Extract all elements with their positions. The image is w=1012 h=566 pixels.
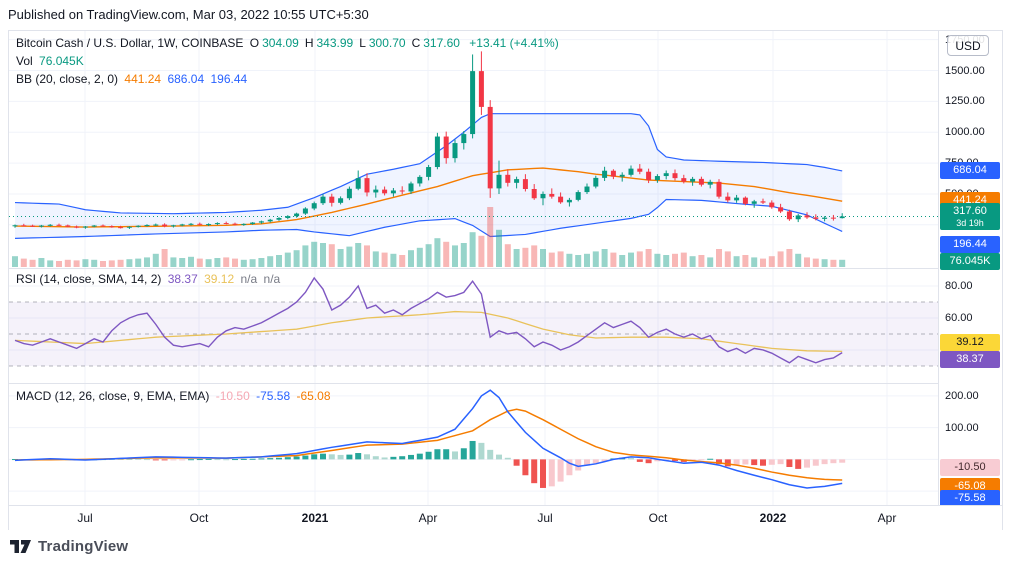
axis-badge: 39.12 xyxy=(940,334,1000,352)
low-value: 300.70 xyxy=(368,36,406,50)
volume-legend[interactable]: Vol 76.045K xyxy=(16,54,87,68)
rsi-value: 38.37 xyxy=(167,272,198,286)
time-axis-label: Apr xyxy=(877,511,897,525)
time-axis-label: Oct xyxy=(648,511,668,525)
close-value: 317.60 xyxy=(423,36,460,50)
macd-line-value: -75.58 xyxy=(256,389,291,403)
close-label: C xyxy=(411,36,421,50)
price-axis[interactable]: 1750.001500.001250.001000.00750.00500.00… xyxy=(938,31,1002,505)
rsi-sma-value: 39.12 xyxy=(204,272,235,286)
axis-badge: -10.50 xyxy=(940,458,1000,476)
chart-widget: Bitcoin Cash / U.S. Dollar, 1W, COINBASE… xyxy=(8,30,1003,530)
rsi-label: RSI (14, close, SMA, 14, 2) xyxy=(16,272,162,286)
time-axis-label: 2021 xyxy=(301,511,329,525)
bb-upper-value: 686.04 xyxy=(167,72,205,86)
time-axis-label: Jul xyxy=(77,511,93,525)
macd-hist-value: -10.50 xyxy=(215,389,250,403)
axis-tick-label: 200.00 xyxy=(945,389,979,402)
volume-series xyxy=(12,207,846,267)
time-axis-label: 2022 xyxy=(759,511,787,525)
macd-signal-value: -65.08 xyxy=(296,389,331,403)
axis-tick-label: 100.00 xyxy=(945,421,979,434)
time-axis[interactable]: Jul Oct 2021 Apr Jul Oct 2022 Apr xyxy=(9,505,1002,530)
bb-legend[interactable]: BB (20, close, 2, 0) 441.24 686.04 196.4… xyxy=(16,72,250,86)
change-value: +13.41 (+4.41%) xyxy=(469,36,559,50)
open-label: O xyxy=(249,36,260,50)
high-value: 343.99 xyxy=(316,36,354,50)
open-value: 304.09 xyxy=(262,36,299,50)
rsi-na-1: n/a xyxy=(240,272,258,286)
axis-badge: 686.04 xyxy=(940,161,1000,179)
rsi-series xyxy=(14,276,843,364)
axis-tick-label: 1250.00 xyxy=(945,95,985,108)
currency-usd-button[interactable]: USD xyxy=(947,35,989,56)
low-label: L xyxy=(359,36,366,50)
published-header: Published on TradingView.com, Mar 03, 20… xyxy=(8,7,369,22)
time-axis-label: Oct xyxy=(189,511,209,525)
volume-label: Vol xyxy=(16,54,33,68)
bb-lower-value: 196.44 xyxy=(210,72,248,86)
axis-tick-label: 1500.00 xyxy=(945,64,985,77)
axis-tick-label: 1000.00 xyxy=(945,126,985,139)
time-axis-label: Apr xyxy=(418,511,438,525)
main-symbol-legend[interactable]: Bitcoin Cash / U.S. Dollar, 1W, COINBASE… xyxy=(16,36,562,50)
axis-tick-label: 80.00 xyxy=(945,279,973,292)
axis-badge: 196.44 xyxy=(940,236,1000,254)
bb-label: BB (20, close, 2, 0) xyxy=(16,72,119,86)
bb-basis-value: 441.24 xyxy=(124,72,162,86)
tradingview-logo-footer[interactable]: TradingView xyxy=(10,538,128,555)
rsi-legend[interactable]: RSI (14, close, SMA, 14, 2) 38.37 39.12 … xyxy=(16,272,283,286)
axis-tick-label: 60.00 xyxy=(945,311,973,324)
countdown-label: 3d 19h xyxy=(956,218,984,229)
chart-canvas[interactable] xyxy=(9,31,938,505)
macd-series xyxy=(12,389,846,489)
macd-legend[interactable]: MACD (12, 26, close, 9, EMA, EMA) -10.50… xyxy=(16,389,334,403)
axis-badge: 76.045K xyxy=(940,253,1000,270)
rsi-na-2: n/a xyxy=(263,272,281,286)
high-label: H xyxy=(304,36,314,50)
volume-value: 76.045K xyxy=(39,54,84,68)
symbol-title[interactable]: Bitcoin Cash / U.S. Dollar, 1W, COINBASE xyxy=(16,36,244,50)
axis-badge: 38.37 xyxy=(940,350,1000,368)
tradingview-brand-text: TradingView xyxy=(38,538,129,555)
tradingview-logo-icon xyxy=(10,540,31,553)
axis-badge: -75.58 xyxy=(940,490,1000,505)
candlestick-series xyxy=(12,51,845,229)
time-axis-label: Jul xyxy=(537,511,553,525)
axis-badge: 317.60 3d 19h xyxy=(940,203,1000,231)
macd-label: MACD (12, 26, close, 9, EMA, EMA) xyxy=(16,389,210,403)
